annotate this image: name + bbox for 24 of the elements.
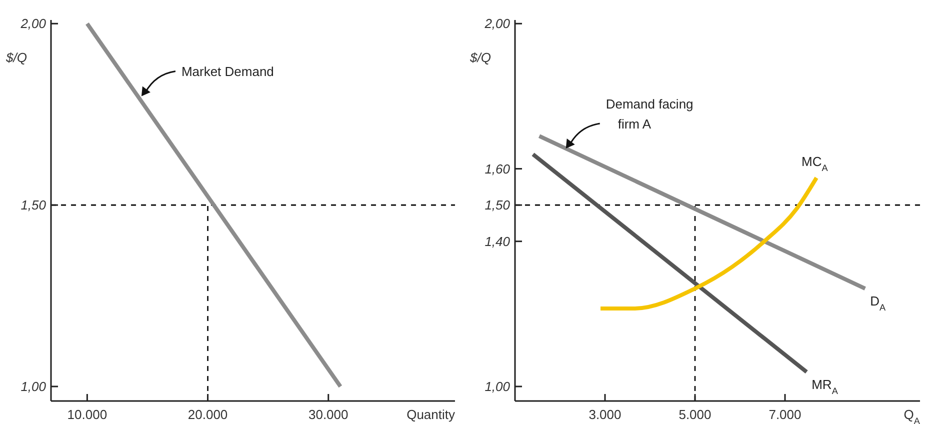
series-label: MR$_{A}$: [812, 376, 839, 396]
y-tick-label: 1,50: [484, 198, 511, 213]
series-label: MC$_{A}$: [802, 154, 829, 173]
y-tick-label: 2,00: [20, 16, 47, 32]
y-tick-label: 1,40: [484, 234, 511, 249]
annotation: Demand facing firm A: [606, 96, 694, 132]
y-tick-label: 2,00: [484, 16, 511, 32]
x-tick-label: 20.000: [188, 407, 228, 422]
y-tick-label: 1,00: [484, 379, 511, 394]
y-axis-title: $/Q: [469, 50, 491, 65]
line-series: [598, 176, 818, 310]
y-tick-label: 1,50: [20, 198, 47, 213]
x-tick-label: 30.000: [308, 407, 348, 422]
x-tick-label: 3.000: [588, 407, 622, 422]
y-tick-label: 1,60: [484, 161, 511, 176]
y-tick-label: 1,00: [20, 379, 47, 394]
annotation: Market Demand: [181, 64, 274, 80]
x-tick-label: 7.000: [768, 407, 802, 422]
x-axis-title: Quantity: [406, 407, 456, 422]
x-axis-title: Q$_{A}$: [904, 407, 921, 424]
x-tick-label: 10.000: [67, 407, 108, 422]
series-label: D$_{A}$: [870, 294, 886, 313]
y-axis-title: $/Q: [5, 50, 27, 65]
x-tick-label: 5.000: [678, 407, 712, 422]
